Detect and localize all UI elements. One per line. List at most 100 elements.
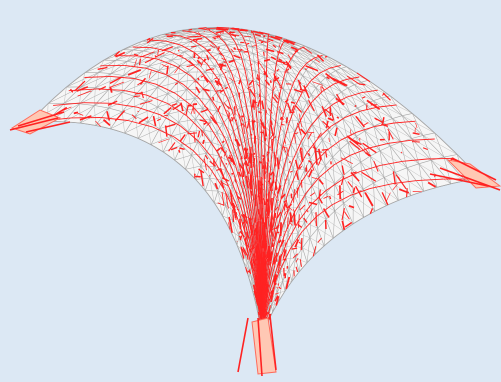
stress-segment [263, 185, 265, 224]
stress-segment [279, 116, 283, 121]
mesh-edge [143, 41, 152, 52]
mesh-edge [365, 103, 384, 123]
stress-segment [287, 39, 296, 44]
mesh-edge [124, 121, 148, 134]
mesh-edge [374, 205, 387, 212]
stress-segment [364, 192, 374, 207]
mesh-edge [313, 61, 336, 71]
mesh-edge [203, 130, 212, 143]
mesh-edge [418, 163, 424, 192]
support-rod [17, 111, 65, 127]
mesh-edge [320, 56, 336, 71]
mesh-edge [360, 155, 371, 163]
mesh-edge [356, 136, 371, 157]
mesh-edge [241, 51, 245, 60]
mesh-edge [202, 71, 206, 89]
mesh-edge [280, 269, 289, 272]
mesh-edge [194, 79, 196, 99]
mesh-edge [285, 79, 300, 83]
stress-segment [314, 58, 321, 63]
mesh-edge [205, 177, 210, 191]
mesh-edge [79, 103, 95, 106]
stress-segment [264, 188, 267, 226]
stress-segment [200, 170, 204, 187]
stress-segment [123, 89, 147, 96]
stress-segment [308, 169, 313, 178]
stress-segment [207, 123, 222, 145]
mesh-edge [216, 132, 224, 147]
mesh-edge [236, 244, 244, 262]
mesh-edge [252, 53, 265, 58]
stress-segment [319, 164, 335, 178]
mesh-edge [213, 202, 223, 216]
stress-segment [274, 138, 280, 165]
mesh-edge [226, 44, 231, 52]
mesh-edge [124, 132, 139, 139]
mesh-edge [276, 271, 281, 294]
stress-segment [238, 79, 242, 85]
stress-segment [134, 78, 157, 85]
mesh-edge [285, 233, 289, 259]
mesh-edge [162, 51, 185, 57]
mesh-edge [297, 222, 305, 234]
stress-segment [308, 201, 318, 206]
mesh-edge [95, 107, 109, 126]
mesh-edge [306, 237, 311, 263]
mesh-edge [227, 29, 232, 32]
stress-segment [262, 154, 266, 158]
mesh-edge [298, 262, 308, 272]
stress-segment [325, 139, 341, 152]
stress-segment [216, 151, 231, 177]
stress-segment [270, 120, 273, 125]
stress-segment [209, 44, 216, 49]
mesh-edge [302, 144, 317, 150]
mesh-edge [135, 106, 158, 117]
mesh-edge [243, 260, 251, 273]
stress-segment [279, 249, 291, 271]
stress-segment [314, 54, 323, 59]
mesh-edge [342, 118, 365, 132]
mesh-edge [223, 146, 234, 155]
mesh-edge [47, 86, 67, 104]
mesh-edge [217, 91, 230, 99]
stress-segment [180, 102, 184, 112]
mesh-edge [219, 34, 237, 40]
stress-segment [299, 259, 302, 267]
mesh-edge [418, 163, 451, 184]
mesh-edge [390, 145, 419, 164]
stress-segment [427, 157, 455, 160]
mesh-edge [383, 177, 399, 201]
mesh-edge [304, 222, 318, 229]
stress-segment [243, 124, 246, 127]
stress-segment [278, 286, 282, 290]
mesh-edge [317, 58, 331, 74]
stress-segment [268, 257, 278, 287]
stress-segment [270, 205, 277, 239]
mesh-edge [334, 183, 354, 197]
mesh-edge [341, 68, 369, 81]
mesh-edge [271, 262, 279, 272]
mesh-edge [281, 88, 284, 100]
mesh-edge [191, 141, 198, 156]
mesh-edge [273, 80, 282, 100]
stress-segment [249, 185, 256, 224]
mesh-edge [289, 98, 294, 110]
mesh-edge [361, 82, 391, 96]
stress-segment [192, 39, 206, 49]
stress-segment [265, 110, 268, 114]
mesh-edge [347, 87, 374, 101]
mesh-edge [188, 119, 196, 132]
stress-segment [291, 247, 298, 250]
mesh-edge [288, 269, 293, 282]
mesh-edge [84, 59, 104, 73]
stress-segment [156, 118, 162, 122]
mesh-edge [373, 177, 385, 184]
stress-segment [224, 86, 229, 90]
stress-segment [68, 88, 98, 92]
mesh-edge [309, 211, 312, 238]
mesh-edge [122, 41, 143, 50]
mesh-edge [360, 162, 364, 190]
mesh-edge [263, 44, 278, 52]
